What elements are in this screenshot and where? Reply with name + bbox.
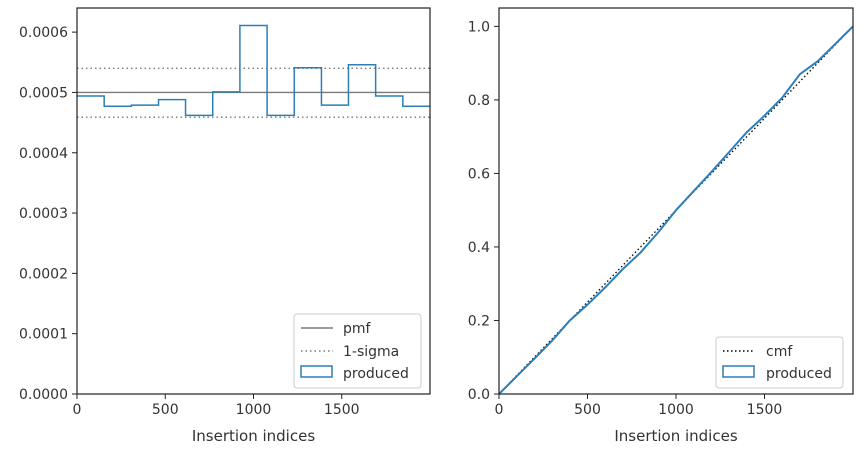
left-legend: pmf 1-sigma produced (293, 313, 422, 389)
left-y-tick-label: 0.0004 (19, 146, 68, 162)
legend-cmf-label: cmf (766, 344, 793, 360)
right-y-tick-label: 0.2 (468, 313, 490, 329)
produced-point (728, 151, 730, 153)
produced-point (817, 60, 819, 62)
produced-point (533, 358, 536, 360)
legend-produced-label: produced (766, 366, 832, 382)
left-y-tick-label: 0.0006 (19, 25, 68, 41)
produced-point (799, 73, 801, 75)
left-axes-frame (76, 7, 431, 395)
left-y-tick-label: 0.0001 (19, 327, 68, 343)
legend-sigma-label: 1-sigma (343, 344, 399, 360)
produced-point (586, 304, 589, 306)
produced-point (781, 97, 783, 99)
produced-point (622, 268, 624, 270)
legend-produced-swatch (722, 365, 755, 378)
left-y-tick-label: 0.0003 (19, 206, 68, 222)
right-y-tick-label: 1.0 (468, 19, 490, 35)
right-y-tick-label: 0.0 (468, 387, 490, 403)
produced-point (640, 251, 642, 254)
right-chart: 0 500 1000 1500 0.0 0.2 0.4 0.6 0.8 1.0 Insertion … (468, 7, 854, 445)
produced-point (834, 43, 836, 45)
legend-produced-label: produced (343, 366, 409, 382)
produced-point (675, 209, 677, 211)
produced-point (657, 231, 659, 233)
left-x-tick-label: 1500 (324, 402, 360, 418)
legend-pmf-label: pmf (343, 321, 372, 337)
right-legend: cmf produced (715, 336, 844, 389)
right-x-axis-label: Insertion indices (614, 427, 737, 445)
produced-histogram (77, 24, 430, 117)
right-x-tick-label: 1000 (658, 402, 694, 418)
legend-produced-swatch (300, 365, 333, 378)
produced-point (710, 171, 713, 173)
right-y-tick-label: 0.6 (468, 166, 490, 182)
left-x-tick-label: 500 (152, 402, 179, 418)
produced-point (693, 190, 695, 192)
right-legend-box (715, 336, 844, 389)
left-chart: 0 500 1000 1500 0.0000 0.0001 0.0002 0.0003 0.00… (19, 7, 431, 445)
left-y-tick-label: 0.0000 (19, 387, 68, 403)
right-y-tick-label: 0.4 (468, 240, 490, 256)
produced-point (604, 286, 606, 288)
right-x-tick-label: 1500 (747, 402, 783, 418)
left-y-tick-label: 0.0005 (19, 85, 68, 101)
produced-point (569, 319, 571, 322)
left-x-tick-label: 1000 (236, 402, 272, 418)
produced-point (551, 340, 553, 342)
right-axes-frame (498, 7, 854, 395)
right-x-tick-label: 500 (574, 402, 601, 418)
produced-point (746, 131, 748, 133)
right-x-tick-label: 0 (495, 402, 504, 418)
produced-point (516, 375, 518, 377)
produced-point (763, 115, 766, 117)
left-legend-box (293, 313, 422, 389)
left-x-axis-label: Insertion indices (192, 427, 315, 445)
right-y-tick-label: 0.8 (468, 93, 490, 109)
left-y-tick-label: 0.0002 (19, 266, 68, 282)
left-x-tick-label: 0 (73, 402, 82, 418)
